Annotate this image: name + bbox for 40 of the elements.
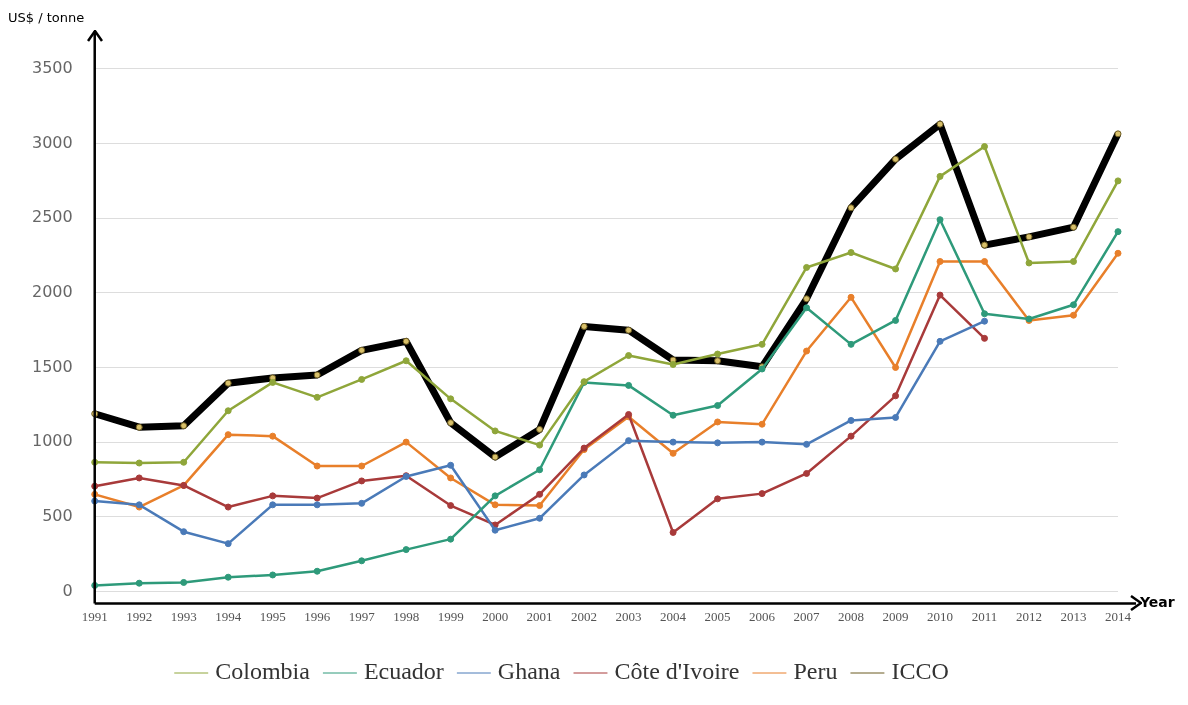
y-tick-label: 1000 bbox=[32, 431, 73, 451]
y-tick-label: 0 bbox=[62, 580, 73, 600]
y-tick-label: 3000 bbox=[32, 132, 73, 152]
x-tick-label: 2007 bbox=[793, 608, 821, 624]
x-tick-label: 1998 bbox=[393, 608, 420, 624]
y-tick-label: 500 bbox=[42, 505, 73, 525]
x-tick-label: 2002 bbox=[571, 608, 598, 624]
x-tick-label: 1995 bbox=[259, 608, 286, 624]
x-tick-label: 2001 bbox=[526, 608, 553, 624]
x-tick-label: 2012 bbox=[1016, 608, 1043, 624]
legend-label: Peru bbox=[793, 658, 838, 685]
y-tick-label: 2000 bbox=[32, 282, 73, 301]
x-tick-label: 2014 bbox=[1105, 608, 1132, 624]
x-tick-label: 2011 bbox=[971, 608, 998, 624]
x-tick-label: 1993 bbox=[170, 608, 197, 624]
x-tick-label: 1992 bbox=[126, 608, 153, 624]
x-tick-label: 2008 bbox=[838, 608, 865, 624]
legend-label: Côte d'Ivoire bbox=[614, 658, 740, 685]
x-tick-label: 2003 bbox=[615, 608, 642, 624]
x-tick-label: 2009 bbox=[882, 608, 909, 624]
x-tick-label: 2000 bbox=[482, 608, 509, 624]
y-tick-label: 3500 bbox=[32, 58, 73, 78]
y-tick-label: 2500 bbox=[32, 207, 73, 227]
x-tick-label: 2005 bbox=[704, 608, 731, 624]
x-tick-label: 1999 bbox=[437, 608, 464, 624]
legend-label: Ecuador bbox=[363, 658, 444, 685]
x-tick-label: 1994 bbox=[215, 608, 242, 624]
x-axis-title: Year bbox=[1139, 594, 1175, 611]
x-tick-label: 1996 bbox=[304, 608, 331, 624]
x-tick-label: 1991 bbox=[81, 608, 108, 624]
x-tick-label: 1997 bbox=[348, 608, 376, 624]
legend-label: Ghana bbox=[497, 658, 561, 685]
x-tick-label: 2013 bbox=[1060, 608, 1087, 624]
y-axis-title: US$ / tonne bbox=[8, 10, 85, 26]
x-tick-label: 2010 bbox=[927, 608, 954, 624]
x-tick-label: 2004 bbox=[660, 608, 687, 624]
legend-label: ICCO bbox=[891, 658, 949, 685]
legend-label: Colombia bbox=[215, 658, 311, 685]
y-tick-label: 1500 bbox=[32, 356, 73, 376]
x-tick-label: 2006 bbox=[749, 608, 776, 624]
